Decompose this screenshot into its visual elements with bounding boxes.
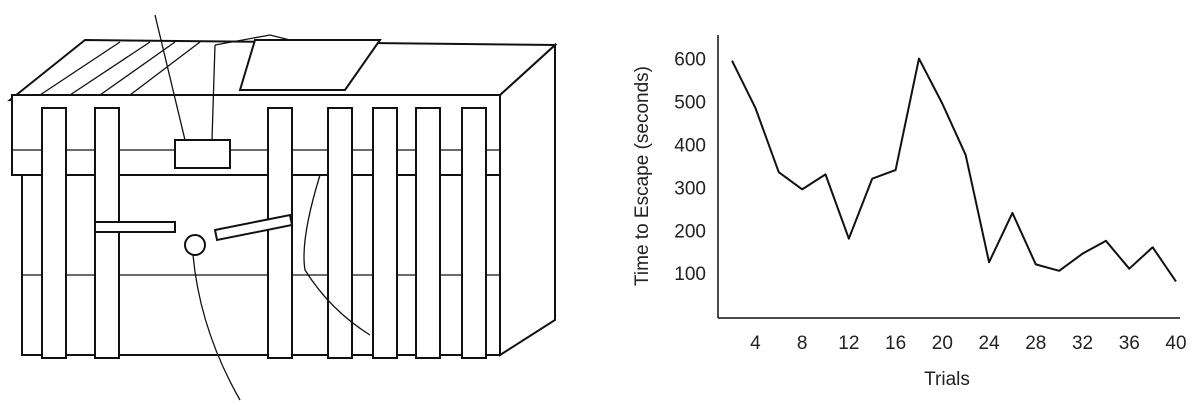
- latch: [175, 140, 230, 168]
- x-tick-label: 12: [838, 333, 859, 354]
- slat: [373, 108, 397, 358]
- y-tick-label: 500: [674, 93, 706, 114]
- y-axis-label: Time to Escape (seconds): [632, 66, 653, 286]
- x-tick-label: 8: [797, 333, 808, 354]
- x-tick-label: 16: [885, 333, 906, 354]
- x-tick-label: 36: [1119, 333, 1140, 354]
- x-tick-label: 4: [750, 333, 761, 354]
- x-tick-label: 24: [978, 333, 1000, 354]
- y-tick-label: 300: [674, 178, 706, 199]
- x-axis-label: Trials: [924, 369, 970, 390]
- data-line: [732, 59, 1176, 282]
- figure: Time to Escape (seconds) Trials 100 200 30…: [0, 0, 1203, 405]
- puzzle-box-illustration: [10, 15, 555, 400]
- y-tick-label: 400: [674, 136, 706, 157]
- slat: [42, 108, 66, 358]
- x-tick-label: 32: [1072, 333, 1093, 354]
- slat: [462, 108, 486, 358]
- pedal: [185, 235, 205, 255]
- slat: [416, 108, 440, 358]
- y-tick-label: 100: [674, 264, 706, 285]
- x-tick-label: 20: [932, 333, 953, 354]
- slat: [328, 108, 352, 358]
- y-tick-label: 200: [674, 221, 706, 242]
- slat: [268, 108, 292, 358]
- x-tick-label: 40: [1165, 333, 1186, 354]
- lever: [95, 222, 175, 232]
- x-tick-label: 28: [1025, 333, 1046, 354]
- box-side: [500, 45, 555, 355]
- y-tick-label: 600: [674, 50, 706, 71]
